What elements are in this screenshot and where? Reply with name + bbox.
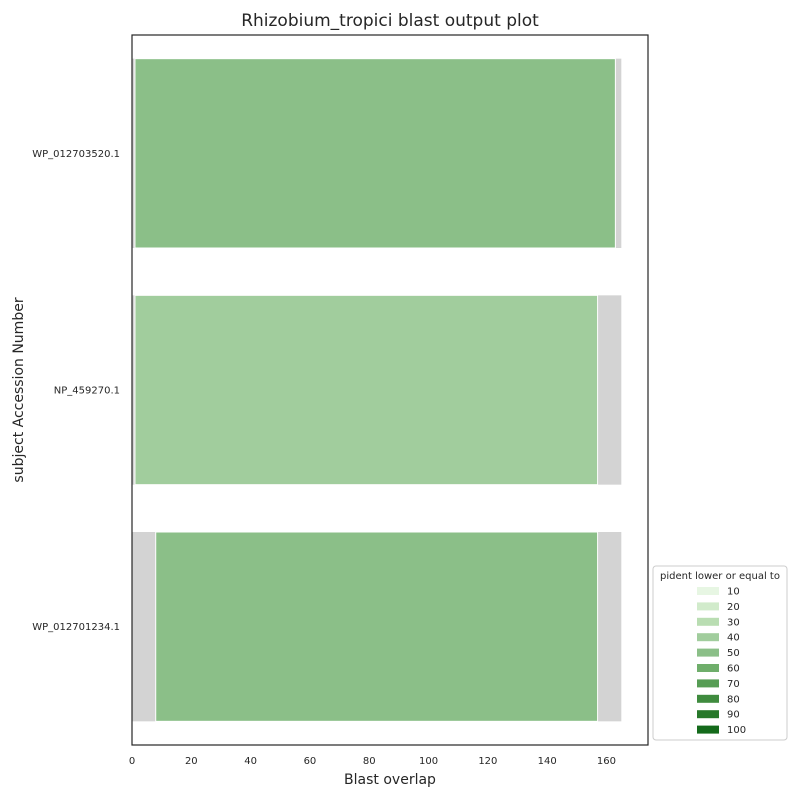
x-tick-label: 120 (478, 756, 497, 767)
y-tick-label: WP_012701234.1 (32, 622, 120, 633)
legend-label: 90 (727, 710, 740, 721)
legend-label: 10 (727, 587, 740, 598)
legend-swatch (697, 633, 719, 642)
legend-swatch (697, 694, 719, 703)
legend-swatch (697, 725, 719, 734)
x-tick-label: 0 (129, 756, 135, 767)
x-tick-label: 20 (185, 756, 198, 767)
legend-label: 80 (727, 694, 740, 705)
x-tick-label: 40 (244, 756, 257, 767)
legend-label: 30 (727, 617, 740, 628)
legend-swatch (697, 664, 719, 672)
y-tick-label: NP_459270.1 (54, 386, 120, 397)
alignment-bar (134, 58, 616, 249)
x-tick-label: 80 (363, 756, 376, 767)
y-axis-title: subject Accession Number (11, 297, 27, 482)
legend-swatch (697, 710, 719, 719)
legend-entries: 10 20 30 40 50 60 70 80 90 100 (697, 587, 746, 736)
legend-label: 50 (727, 648, 740, 659)
legend: pident lower or equal to 10 20 30 40 50 60 70 8… (652, 565, 788, 741)
legend-swatch (697, 648, 719, 657)
legend-label: 70 (727, 679, 740, 690)
legend-title: pident lower or equal to (660, 571, 780, 582)
legend-label: 40 (727, 633, 740, 644)
alignment-bar (134, 294, 599, 486)
legend-swatch (697, 587, 719, 595)
alignment-bar (155, 531, 599, 722)
x-tick-labels: 0 20 40 60 80 100 120 140 160 (129, 756, 616, 767)
legend-box (652, 565, 788, 741)
x-tick-label: 60 (304, 756, 317, 767)
y-tick-label: WP_012703520.1 (32, 149, 120, 160)
legend-label: 20 (727, 602, 740, 613)
legend-swatch (697, 617, 719, 626)
legend-swatch (697, 679, 719, 688)
x-tick-label: 100 (419, 756, 438, 767)
x-tick-label: 140 (538, 756, 557, 767)
x-tick-label: 160 (597, 756, 616, 767)
legend-label: 60 (727, 664, 740, 675)
legend-label: 100 (727, 725, 746, 736)
chart-title: Rhizobium_tropici blast output plot (241, 11, 539, 31)
legend-swatch (697, 602, 719, 611)
y-tick-labels: WP_012703520.1 NP_459270.1 WP_012701234.1 (32, 149, 120, 633)
bars-layer (132, 58, 622, 722)
plot-frame (131, 34, 649, 746)
x-axis-title: Blast overlap (344, 772, 436, 788)
